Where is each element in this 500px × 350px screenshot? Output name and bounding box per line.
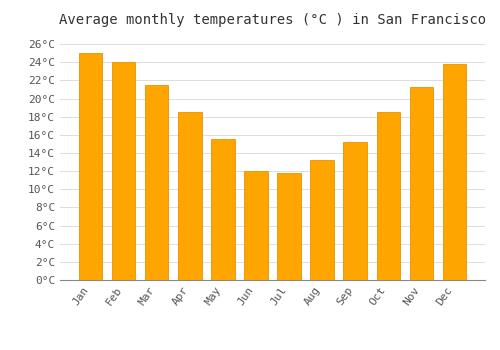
Bar [442,64,466,280]
Bar [310,160,334,280]
Bar [244,171,268,280]
Bar [278,173,300,280]
Bar [212,139,234,280]
Bar [146,85,169,280]
Title: Average monthly temperatures (°C ) in San Francisco: Average monthly temperatures (°C ) in Sa… [59,13,486,27]
Bar [178,112,202,280]
Bar [344,142,366,280]
Bar [112,62,136,280]
Bar [376,112,400,280]
Bar [80,53,102,280]
Bar [410,87,432,280]
